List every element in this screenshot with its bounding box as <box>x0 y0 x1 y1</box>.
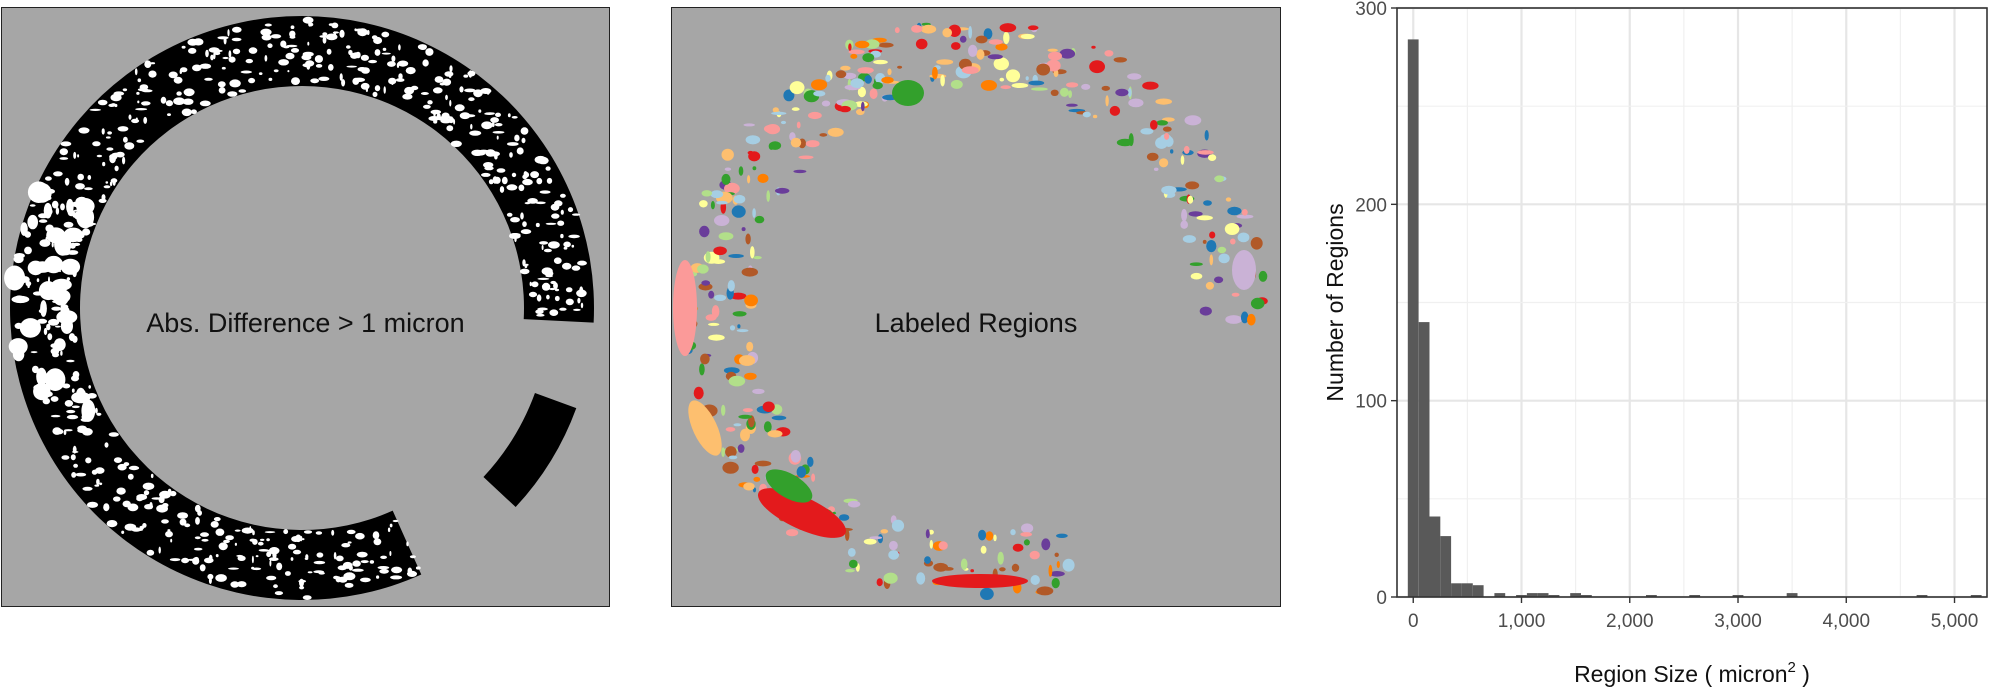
histogram-bars <box>1408 39 1982 597</box>
labeled-regions-label: Labeled Regions <box>672 308 1280 339</box>
y-tick-label: 200 <box>1355 195 1387 216</box>
y-axis-title: Number of Regions <box>1322 203 1348 401</box>
y-tick-label: 300 <box>1355 0 1387 20</box>
labeled-regions-image <box>672 8 1279 605</box>
x-tick-label: 2,000 <box>1606 611 1654 632</box>
binary-difference-panel: Abs. Difference > 1 micron <box>1 7 610 607</box>
histogram-bar <box>1462 583 1473 597</box>
grid-lines <box>1397 8 1987 597</box>
x-tick-label: 0 <box>1408 611 1419 632</box>
y-tick-label: 0 <box>1376 588 1387 609</box>
x-tick-label: 3,000 <box>1714 611 1762 632</box>
y-tick-label: 100 <box>1355 392 1387 413</box>
x-tick-label: 5,000 <box>1931 611 1979 632</box>
histogram-bar <box>1440 536 1451 597</box>
x-axis-ticks: 0 1,000 2,000 3,000 4,000 5,000 <box>1408 597 1978 632</box>
x-tick-label: 1,000 <box>1498 611 1546 632</box>
histogram-bar <box>1473 585 1484 597</box>
difference-ring-tail <box>483 393 576 507</box>
histogram-bar <box>1408 39 1419 597</box>
y-axis-ticks: 0 100 200 300 <box>1355 0 1397 609</box>
x-axis-title: Region Size ( micron2 ) <box>1574 659 1810 687</box>
histogram-bar <box>1419 322 1430 597</box>
x-tick-label: 4,000 <box>1822 611 1870 632</box>
labeled-regions-panel: Labeled Regions <box>671 7 1281 607</box>
binary-difference-image <box>2 8 608 605</box>
histogram-bar <box>1451 583 1462 597</box>
region-size-histogram: 0 1,000 2,000 3,000 4,000 5,000 0 100 200 300 Regi… <box>1290 0 2003 687</box>
histogram-bar <box>1430 517 1441 598</box>
binary-difference-label: Abs. Difference > 1 micron <box>2 308 609 339</box>
